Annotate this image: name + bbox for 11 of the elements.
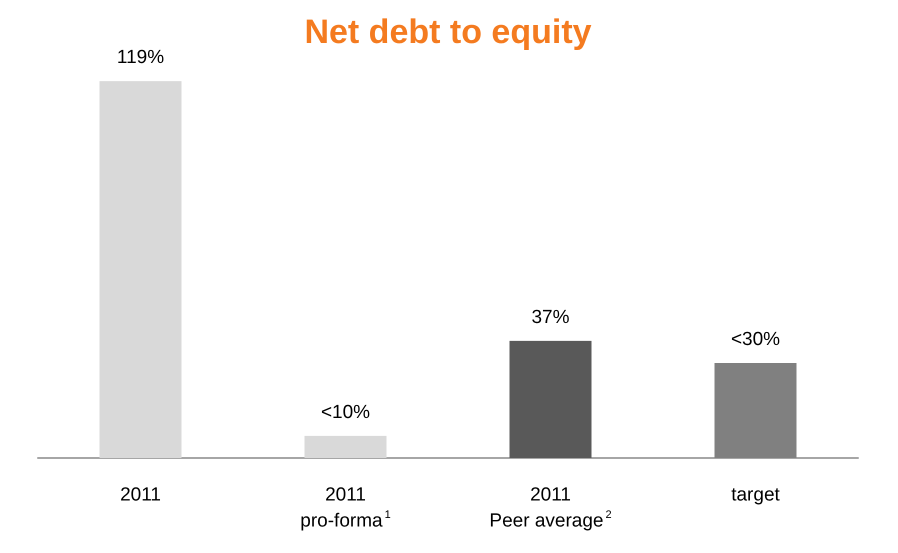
- data-label: 37%: [531, 306, 570, 328]
- data-label: <10%: [320, 402, 370, 423]
- bar: [510, 340, 592, 458]
- bar: [100, 81, 182, 458]
- chart-title: Net debt to equity: [304, 13, 592, 51]
- data-label: <30%: [730, 329, 780, 350]
- data-label: 119%: [116, 47, 164, 68]
- bar: [304, 436, 386, 458]
- bar: [714, 363, 796, 458]
- x-tick-label: target: [731, 484, 781, 506]
- x-tick-label: 2011: [120, 484, 161, 506]
